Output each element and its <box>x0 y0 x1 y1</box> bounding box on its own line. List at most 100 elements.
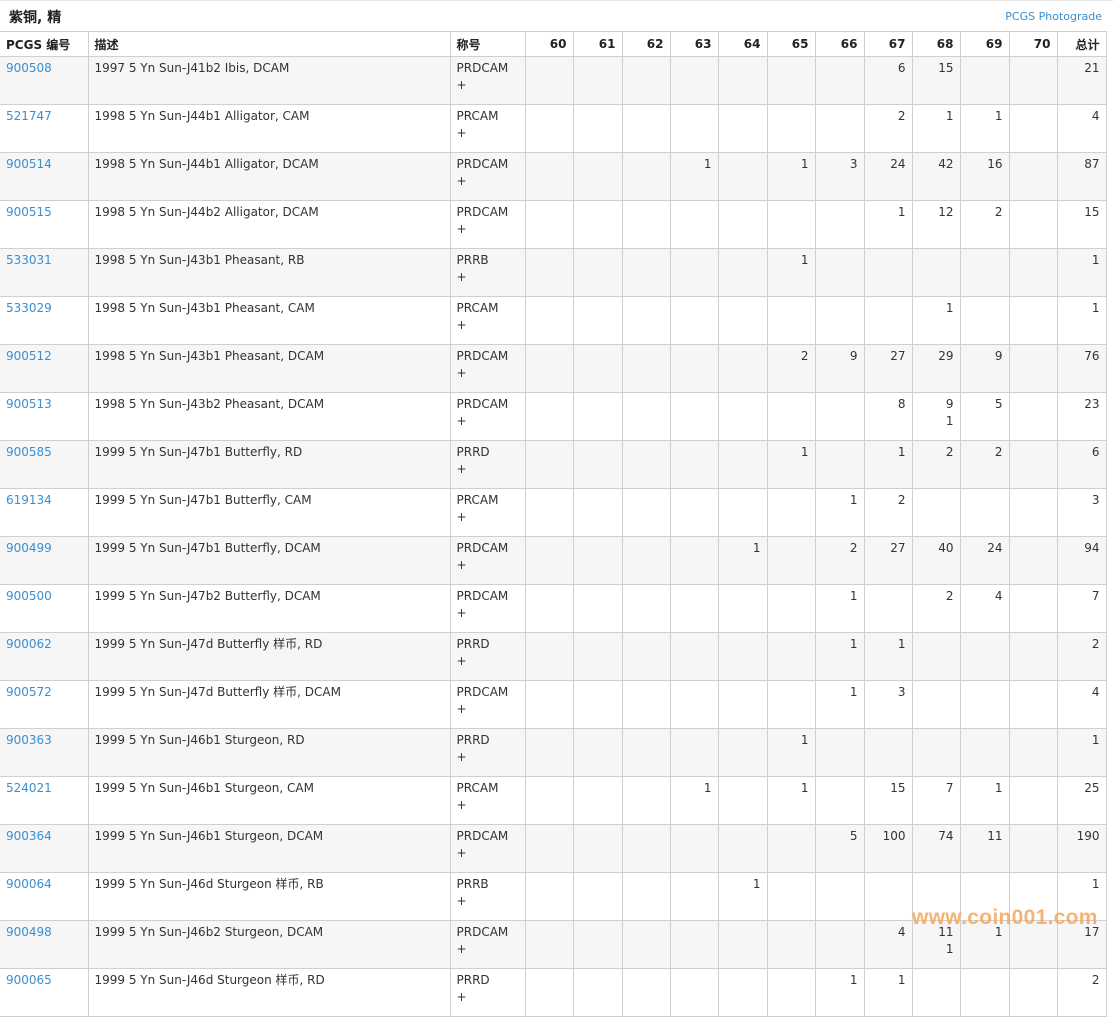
pcgs-number-link[interactable]: 521747 <box>6 109 52 123</box>
pcgs-number-link[interactable]: 533029 <box>6 301 52 315</box>
grade-count-cell <box>572 392 623 441</box>
grade-count-cell: 1 <box>814 968 865 1017</box>
pcgs-number-cell: 533031 <box>0 248 89 297</box>
description-cell: 1999 5 Yn Sun-J46b2 Sturgeon, DCAM <box>87 920 451 969</box>
column-header: 69 <box>959 31 1010 57</box>
grade-count-cell: 24 <box>863 152 913 201</box>
grade-count-cell <box>717 440 768 489</box>
pcgs-number-link[interactable]: 900499 <box>6 541 52 555</box>
pcgs-number-link[interactable]: 900062 <box>6 637 52 651</box>
description-cell: 1998 5 Yn Sun-J43b1 Pheasant, CAM <box>87 296 451 345</box>
grade-count-cell <box>1008 440 1058 489</box>
grade-count-cell <box>814 248 865 297</box>
grade-count-cell <box>911 488 961 537</box>
grade-count-cell <box>766 296 816 345</box>
pcgs-number-cell: 900065 <box>0 968 89 1017</box>
grade-count-cell <box>524 392 574 441</box>
grade-count-cell: 24 <box>959 536 1010 585</box>
pcgs-number-cell: 900508 <box>0 56 89 105</box>
pcgs-number-cell: 900514 <box>0 152 89 201</box>
grade-count-cell <box>621 776 671 825</box>
grade-count-cell: 1 <box>863 632 913 681</box>
description-cell: 1998 5 Yn Sun-J43b2 Pheasant, DCAM <box>87 392 451 441</box>
grade-count-cell <box>669 104 719 153</box>
grade-count-cell <box>524 104 574 153</box>
grade-count-cell <box>766 104 816 153</box>
description-cell: 1999 5 Yn Sun-J46b1 Sturgeon, DCAM <box>87 824 451 873</box>
designation-cell: PRDCAM + <box>449 344 526 393</box>
grade-count-cell: 4 <box>959 584 1010 633</box>
pcgs-number-link[interactable]: 900512 <box>6 349 52 363</box>
grade-count-cell <box>621 632 671 681</box>
grade-count-cell <box>766 488 816 537</box>
grade-count-cell <box>717 104 768 153</box>
grade-count-cell: 2 <box>766 344 816 393</box>
pcgs-number-link[interactable]: 900064 <box>6 877 52 891</box>
pcgs-number-link[interactable]: 900498 <box>6 925 52 939</box>
grade-count-cell <box>1008 56 1058 105</box>
grade-count-cell <box>959 632 1010 681</box>
grade-count-cell <box>1008 344 1058 393</box>
grade-count-cell <box>1008 632 1058 681</box>
grade-count-cell: 1 <box>766 728 816 777</box>
grade-count-cell <box>669 200 719 249</box>
grade-count-cell <box>572 488 623 537</box>
grade-count-cell <box>669 824 719 873</box>
column-header: 68 <box>911 31 961 57</box>
grade-count-cell <box>717 56 768 105</box>
grade-count-cell <box>766 968 816 1017</box>
pcgs-number-link[interactable]: 533031 <box>6 253 52 267</box>
grade-count-cell <box>621 536 671 585</box>
grade-count-cell: 8 <box>863 392 913 441</box>
grade-count-cell <box>1008 728 1058 777</box>
grade-count-cell: 1 <box>911 296 961 345</box>
table-row: 524021 1999 5 Yn Sun-J46b1 Sturgeon, CAM P… <box>0 776 1107 825</box>
table-row: 900572 1999 5 Yn Sun-J47d Butterfly 样币, D… <box>0 680 1107 729</box>
grade-count-cell <box>1008 152 1058 201</box>
grade-count-cell: 29 <box>911 344 961 393</box>
pcgs-number-cell: 900062 <box>0 632 89 681</box>
description-cell: 1999 5 Yn Sun-J47b1 Butterfly, RD <box>87 440 451 489</box>
grade-count-cell <box>863 728 913 777</box>
grade-count-cell <box>524 920 574 969</box>
pcgs-number-link[interactable]: 900363 <box>6 733 52 747</box>
table-row: 521747 1998 5 Yn Sun-J44b1 Alligator, CAM… <box>0 104 1107 153</box>
grade-count-cell <box>1008 296 1058 345</box>
description-cell: 1999 5 Yn Sun-J47d Butterfly 样币, RD <box>87 632 451 681</box>
grade-count-cell <box>572 56 623 105</box>
grade-count-cell: 1 <box>863 968 913 1017</box>
grade-count-cell <box>717 824 768 873</box>
description-cell: 1999 5 Yn Sun-J47b1 Butterfly, CAM <box>87 488 451 537</box>
pcgs-number-link[interactable]: 524021 <box>6 781 52 795</box>
grade-count-cell: 2 <box>959 200 1010 249</box>
pcgs-number-link[interactable]: 619134 <box>6 493 52 507</box>
pcgs-number-link[interactable]: 900500 <box>6 589 52 603</box>
total-cell: 23 <box>1056 392 1107 441</box>
pcgs-number-link[interactable]: 900515 <box>6 205 52 219</box>
pcgs-number-link[interactable]: 900513 <box>6 397 52 411</box>
grade-count-cell: 9 <box>959 344 1010 393</box>
grade-count-cell: 7 <box>911 776 961 825</box>
column-header: PCGS 编号 <box>0 31 89 57</box>
grade-count-cell: 1 <box>766 440 816 489</box>
description-cell: 1999 5 Yn Sun-J46b1 Sturgeon, CAM <box>87 776 451 825</box>
pcgs-number-cell: 900515 <box>0 200 89 249</box>
grade-count-cell <box>621 248 671 297</box>
grade-count-cell <box>863 872 913 921</box>
grade-count-cell <box>766 56 816 105</box>
grade-count-cell: 3 <box>863 680 913 729</box>
grade-count-cell: 27 <box>863 536 913 585</box>
grade-count-cell: 1 <box>959 104 1010 153</box>
designation-cell: PRDCAM + <box>449 680 526 729</box>
pcgs-number-link[interactable]: 900065 <box>6 973 52 987</box>
pcgs-number-link[interactable]: 900514 <box>6 157 52 171</box>
grade-count-cell <box>572 440 623 489</box>
pcgs-number-link[interactable]: 900508 <box>6 61 52 75</box>
pcgs-number-link[interactable]: 900572 <box>6 685 52 699</box>
total-cell: 2 <box>1056 632 1107 681</box>
pcgs-number-link[interactable]: 900364 <box>6 829 52 843</box>
pcgs-number-link[interactable]: 900585 <box>6 445 52 459</box>
designation-cell: PRCAM + <box>449 488 526 537</box>
pcgs-photograde-link[interactable]: PCGS Photograde <box>1005 10 1102 23</box>
grade-count-cell <box>669 680 719 729</box>
